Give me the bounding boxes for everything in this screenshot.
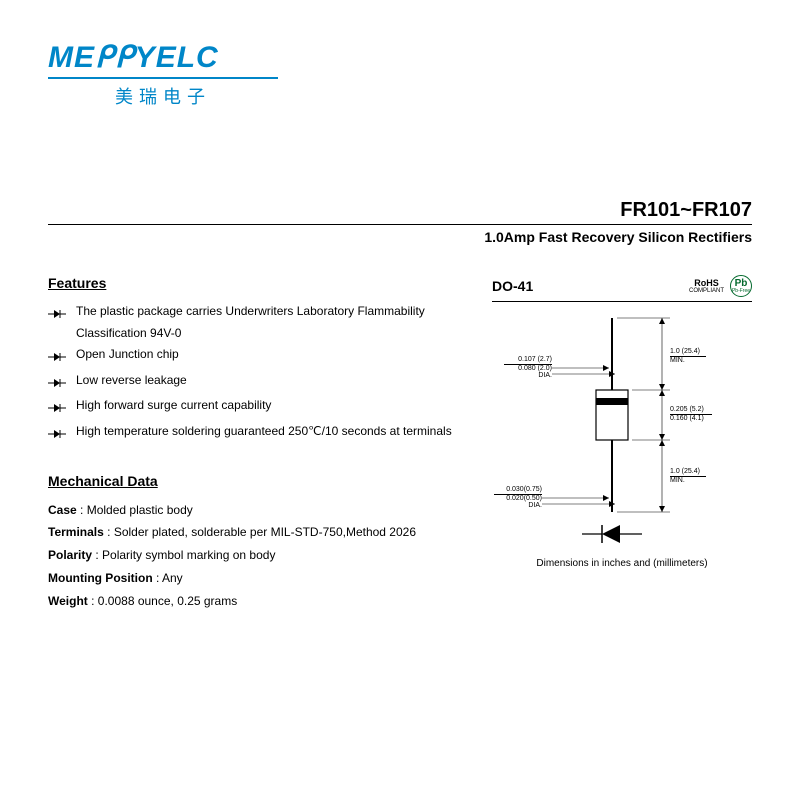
mech-value: Solder plated, solderable per MIL-STD-75… <box>114 525 416 539</box>
title-block: FR101~FR107 <box>48 199 752 225</box>
pb-text: Pb <box>735 279 748 289</box>
mech-label: Polarity <box>48 548 92 562</box>
feature-item: The plastic package carries Underwriters… <box>48 301 482 344</box>
feature-text: Open Junction chip <box>76 344 179 366</box>
feature-item: Low reverse leakage <box>48 370 482 396</box>
mech-row: Weight : 0.0088 ounce, 0.25 grams <box>48 590 482 613</box>
dim-lead-top: 1.0 (25.4) MIN. <box>670 348 706 364</box>
feature-item: Open Junction chip <box>48 344 482 370</box>
bullet-diode-icon <box>48 425 66 447</box>
dim-lead-dia: 0.107 (2.7) 0.080 (2.0) DIA. <box>504 356 552 380</box>
rohs-badge: RoHS COMPLIANT <box>689 279 724 294</box>
pbfree-badge: Pb Pb-Free <box>730 275 752 297</box>
feature-item: High temperature soldering guaranteed 25… <box>48 421 482 447</box>
mech-label: Terminals <box>48 525 104 539</box>
mech-label: Case <box>48 503 77 517</box>
bullet-diode-icon <box>48 305 66 327</box>
logo-rule <box>48 77 278 79</box>
mech-value: Polarity symbol marking on body <box>102 548 275 562</box>
mech-row: Terminals : Solder plated, solderable pe… <box>48 521 482 544</box>
features-heading: Features <box>48 275 482 291</box>
brand-logo: MEᑭᑭYELC 美瑞电子 <box>48 40 752 109</box>
left-column: Features The plastic package carries Und… <box>48 275 482 613</box>
package-name: DO-41 <box>492 278 533 294</box>
mech-row: Polarity : Polarity symbol marking on bo… <box>48 544 482 567</box>
bullet-diode-icon <box>48 374 66 396</box>
mech-label: Weight <box>48 594 88 608</box>
bullet-diode-icon <box>48 348 66 370</box>
logo-subtext: 美瑞电子 <box>48 83 278 109</box>
feature-text: Low reverse leakage <box>76 370 187 392</box>
mechdata-list: Case : Molded plastic body Terminals : S… <box>48 499 482 613</box>
features-list: The plastic package carries Underwriters… <box>48 301 482 447</box>
dim-lead-bot: 1.0 (25.4) MIN. <box>670 468 706 484</box>
feature-text: High forward surge current capability <box>76 395 271 417</box>
feature-item: High forward surge current capability <box>48 395 482 421</box>
compliance-badges: RoHS COMPLIANT Pb Pb-Free <box>689 275 752 297</box>
do41-outline-svg <box>492 312 752 552</box>
mech-value: 0.0088 ounce, 0.25 grams <box>98 594 237 608</box>
logo-text: MEᑭᑭYELC <box>48 40 752 75</box>
rohs-subtext: COMPLIANT <box>689 288 724 294</box>
pb-subtext: Pb-Free <box>732 289 750 294</box>
mechdata-heading: Mechanical Data <box>48 473 482 489</box>
mech-row: Case : Molded plastic body <box>48 499 482 522</box>
part-subtitle: 1.0Amp Fast Recovery Silicon Rectifiers <box>48 229 752 245</box>
part-number-title: FR101~FR107 <box>48 199 752 222</box>
mech-row: Mounting Position : Any <box>48 567 482 590</box>
package-header: DO-41 RoHS COMPLIANT Pb Pb-Free <box>492 275 752 302</box>
mech-label: Mounting Position <box>48 571 153 585</box>
right-column: DO-41 RoHS COMPLIANT Pb Pb-Free <box>492 275 752 613</box>
mech-value: Molded plastic body <box>87 503 193 517</box>
dimensions-caption: Dimensions in inches and (millimeters) <box>492 558 752 569</box>
mech-value: Any <box>162 571 183 585</box>
dim-body-len: 0.205 (5.2) 0.160 (4.1) <box>670 406 712 422</box>
package-diagram: 1.0 (25.4) MIN. 0.107 (2.7) 0.080 (2.0) … <box>492 312 752 552</box>
dim-body-dia: 0.030(0.75) 0.020(0.50) DIA. <box>494 486 542 510</box>
feature-text: High temperature soldering guaranteed 25… <box>76 421 452 443</box>
bullet-diode-icon <box>48 399 66 421</box>
rohs-text: RoHS <box>689 279 724 288</box>
feature-text: The plastic package carries Underwriters… <box>76 301 482 344</box>
